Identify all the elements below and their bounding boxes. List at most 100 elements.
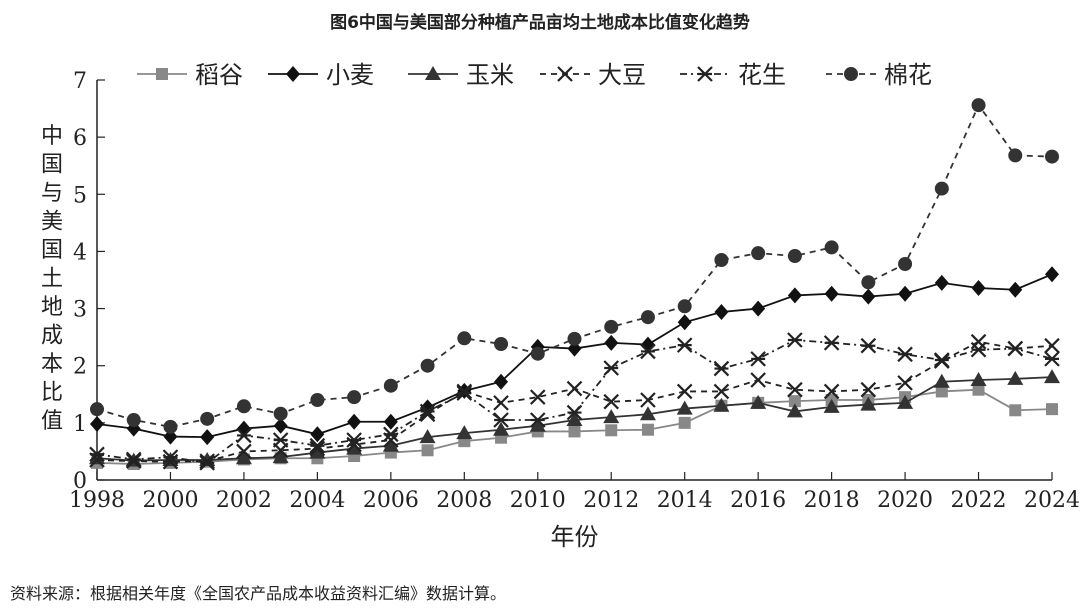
x-tick-label: 2014: [657, 488, 713, 513]
y-tick-label: 3: [73, 298, 87, 323]
data-point: [346, 432, 362, 448]
x-axis-label: 年份: [551, 523, 599, 551]
data-point: [1009, 404, 1022, 417]
data-point: [310, 393, 325, 407]
data-point: [750, 351, 766, 367]
data-point: [714, 304, 729, 320]
data-point: [604, 334, 619, 351]
x-tick-label: 2022: [951, 488, 1007, 513]
data-point: [457, 331, 472, 346]
data-point: [456, 425, 473, 440]
data-point: [494, 337, 509, 351]
data-point: [934, 181, 949, 196]
data-point: [162, 449, 179, 465]
data-point: [860, 381, 877, 398]
data-point: [824, 285, 839, 302]
data-point: [605, 424, 618, 437]
data-point: [972, 383, 985, 396]
data-point: [309, 444, 326, 459]
legend-label: 花生: [738, 61, 786, 89]
y-tick-label: 6: [73, 126, 87, 151]
data-point: [272, 449, 289, 464]
data-point: [421, 444, 434, 457]
data-point: [1044, 337, 1060, 354]
data-point: [676, 400, 693, 415]
data-point: [640, 343, 656, 360]
data-point: [530, 346, 545, 361]
data-point: [273, 406, 288, 421]
data-point: [346, 440, 363, 455]
legend-label: 玉米: [466, 61, 514, 89]
data-point: [493, 412, 509, 428]
y-tick-label: 5: [73, 183, 87, 208]
data-point: [970, 341, 987, 358]
x-tick-label: 2024: [1024, 488, 1080, 513]
data-point: [787, 287, 802, 304]
data-point: [640, 392, 656, 408]
data-point: [861, 275, 876, 290]
data-point: [751, 246, 766, 261]
data-point: [383, 426, 399, 443]
data-point: [971, 98, 986, 113]
data-point: [639, 406, 656, 421]
data-point: [529, 412, 546, 428]
data-point: [1008, 281, 1023, 298]
data-point: [566, 404, 583, 421]
data-point: [897, 346, 913, 363]
chart-title: 图6中国与美国部分种植产品亩均土地成本比值变化趋势: [330, 13, 750, 33]
data-point: [383, 413, 398, 430]
x-tick-label: 2010: [510, 488, 566, 513]
data-point: [788, 395, 801, 408]
data-point: [897, 375, 913, 391]
x-tick-label: 2012: [583, 488, 639, 513]
y-tick-label: 1: [73, 412, 87, 437]
legend-label: 稻谷: [195, 61, 243, 89]
data-point: [419, 429, 436, 444]
data-point: [567, 331, 582, 346]
data-point: [90, 416, 104, 432]
data-point: [236, 427, 252, 444]
data-point: [861, 288, 876, 305]
data-point: [786, 403, 803, 418]
data-point: [970, 372, 987, 386]
data-point: [273, 417, 288, 434]
x-tick-label: 2016: [730, 488, 786, 513]
data-point: [787, 381, 803, 398]
data-point: [934, 274, 949, 291]
legend-label: 棉花: [884, 61, 932, 89]
x-tick-label: 2006: [363, 488, 419, 513]
x-tick-label: 2002: [216, 488, 272, 513]
data-point: [199, 455, 215, 471]
data-point: [787, 332, 803, 348]
legend-label: 大豆: [598, 61, 646, 89]
data-point: [90, 402, 104, 417]
data-point: [641, 423, 654, 436]
data-point: [751, 300, 766, 317]
data-point: [823, 398, 840, 413]
data-point: [236, 399, 251, 414]
data-point: [125, 451, 142, 468]
data-point: [603, 360, 620, 376]
data-point: [125, 453, 142, 469]
data-point: [1007, 340, 1024, 357]
y-tick-label: 4: [73, 240, 87, 265]
data-point: [494, 373, 509, 390]
data-point: [382, 437, 399, 452]
y-axis-label: 中国与美国土地成本比值: [41, 124, 63, 434]
y-tick-label: 2: [73, 355, 87, 380]
data-point: [1045, 266, 1059, 283]
data-point: [420, 358, 435, 373]
data-point: [714, 253, 729, 267]
data-point: [1044, 369, 1060, 384]
data-point: [309, 437, 326, 454]
x-tick-label: 2018: [804, 488, 860, 513]
data-point: [713, 360, 730, 377]
data-point: [89, 446, 105, 463]
data-point: [200, 411, 215, 426]
data-point: [272, 432, 289, 448]
data-point: [529, 389, 546, 405]
data-point: [677, 314, 692, 331]
data-point: [493, 421, 510, 436]
x-tick-label: 1998: [69, 488, 125, 513]
